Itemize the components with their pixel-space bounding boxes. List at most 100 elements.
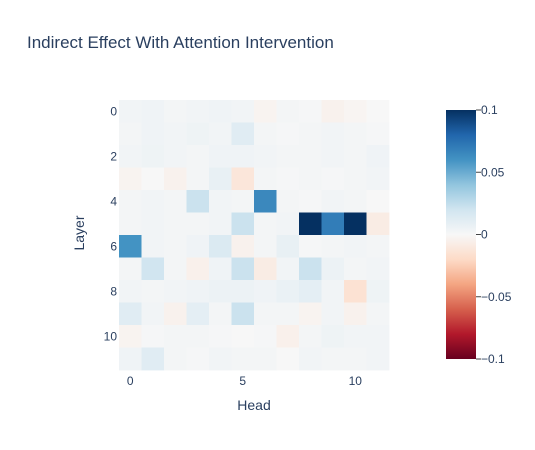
heatmap-cell bbox=[186, 280, 210, 303]
heatmap-cell bbox=[276, 145, 300, 168]
heatmap-cell bbox=[209, 122, 232, 146]
y-tick-label: 10 bbox=[104, 329, 118, 343]
heatmap-cell bbox=[119, 190, 142, 213]
heatmap-cell bbox=[209, 347, 232, 371]
heatmap-cell bbox=[209, 190, 232, 213]
heatmap-cell bbox=[164, 167, 187, 191]
heatmap-cell bbox=[299, 212, 322, 236]
y-tick-label: 2 bbox=[110, 149, 117, 163]
y-tick-label: 4 bbox=[110, 194, 117, 208]
heatmap-cell bbox=[164, 190, 187, 213]
heatmap-cell bbox=[119, 212, 142, 236]
heatmap-cell bbox=[321, 167, 345, 191]
colorbar-tick-label: 0 bbox=[481, 228, 488, 242]
heatmap-cell bbox=[299, 100, 322, 123]
heatmap-cell bbox=[119, 145, 142, 168]
heatmap-cell bbox=[276, 167, 300, 191]
heatmap-cell bbox=[254, 347, 277, 371]
heatmap-cell bbox=[231, 100, 255, 123]
heatmap-cell bbox=[254, 257, 277, 281]
heatmap-cell bbox=[231, 122, 255, 146]
heatmap-cell bbox=[276, 280, 300, 303]
heatmap-cell bbox=[186, 122, 210, 146]
heatmap-cell bbox=[141, 302, 165, 326]
x-tick-label: 0 bbox=[127, 374, 134, 388]
heatmap-cell bbox=[231, 145, 255, 168]
heatmap-cell bbox=[186, 100, 210, 123]
heatmap-cell bbox=[209, 325, 232, 348]
heatmap-cell bbox=[344, 325, 367, 348]
heatmap-cell bbox=[321, 235, 345, 258]
heatmap-cell bbox=[119, 347, 142, 371]
heatmap-cell bbox=[231, 257, 255, 281]
heatmap-cell bbox=[344, 167, 367, 191]
heatmap-cell bbox=[366, 325, 390, 348]
heatmap-cell bbox=[344, 235, 367, 258]
heatmap-cell bbox=[209, 100, 232, 123]
heatmap-cell bbox=[209, 235, 232, 258]
heatmap-cell bbox=[231, 280, 255, 303]
heatmap-cell bbox=[366, 100, 390, 123]
heatmap-cell bbox=[276, 302, 300, 326]
heatmap-cell bbox=[231, 235, 255, 258]
heatmap-cell bbox=[366, 347, 390, 371]
heatmap-cell bbox=[344, 100, 367, 123]
colorbar-tick-label: 0.05 bbox=[481, 165, 505, 179]
heatmap-cell bbox=[321, 100, 345, 123]
heatmap-cell bbox=[321, 280, 345, 303]
colorbar-tick-label: −0.1 bbox=[481, 352, 505, 366]
heatmap-cell bbox=[164, 212, 187, 236]
heatmap-cell bbox=[164, 257, 187, 281]
heatmap-cell bbox=[276, 122, 300, 146]
heatmap-cell bbox=[366, 190, 390, 213]
heatmap-cell bbox=[164, 100, 187, 123]
heatmap-cell bbox=[186, 190, 210, 213]
heatmap-cell bbox=[231, 167, 255, 191]
heatmap-cells bbox=[119, 100, 390, 371]
heatmap-cell bbox=[254, 302, 277, 326]
y-tick-label: 6 bbox=[110, 239, 117, 253]
heatmap-cell bbox=[186, 212, 210, 236]
heatmap-cell bbox=[344, 280, 367, 303]
heatmap-cell bbox=[321, 347, 345, 371]
heatmap-cell bbox=[321, 257, 345, 281]
heatmap-cell bbox=[119, 167, 142, 191]
heatmap-cell bbox=[254, 145, 277, 168]
heatmap-cell bbox=[254, 190, 277, 213]
heatmap-cell bbox=[299, 122, 322, 146]
heatmap-cell bbox=[141, 257, 165, 281]
heatmap-cell bbox=[366, 122, 390, 146]
heatmap-cell bbox=[299, 280, 322, 303]
heatmap-cell bbox=[321, 302, 345, 326]
heatmap-cell bbox=[344, 257, 367, 281]
heatmap-cell bbox=[299, 302, 322, 326]
heatmap-cell bbox=[299, 235, 322, 258]
y-axis-label: Layer bbox=[71, 215, 87, 250]
heatmap-cell bbox=[164, 302, 187, 326]
heatmap-cell bbox=[186, 235, 210, 258]
heatmap-cell bbox=[119, 100, 142, 123]
heatmap-cell bbox=[366, 280, 390, 303]
heatmap-cell bbox=[141, 280, 165, 303]
heatmap-cell bbox=[276, 100, 300, 123]
heatmap-cell bbox=[141, 325, 165, 348]
heatmap-cell bbox=[276, 235, 300, 258]
heatmap-cell bbox=[299, 167, 322, 191]
heatmap-cell bbox=[209, 302, 232, 326]
heatmap-cell bbox=[276, 190, 300, 213]
heatmap-cell bbox=[321, 145, 345, 168]
heatmap-cell bbox=[164, 145, 187, 168]
heatmap-cell bbox=[366, 302, 390, 326]
heatmap-cell bbox=[321, 190, 345, 213]
heatmap-cell bbox=[254, 235, 277, 258]
colorbar-tick-label: −0.05 bbox=[481, 290, 512, 304]
heatmap-cell bbox=[231, 325, 255, 348]
heatmap-cell bbox=[366, 167, 390, 191]
heatmap-cell bbox=[344, 190, 367, 213]
x-tick-label: 10 bbox=[349, 374, 363, 388]
heatmap-cell bbox=[254, 167, 277, 191]
y-tick-label: 8 bbox=[110, 284, 117, 298]
heatmap-cell bbox=[299, 190, 322, 213]
y-tick-label: 0 bbox=[110, 104, 117, 118]
